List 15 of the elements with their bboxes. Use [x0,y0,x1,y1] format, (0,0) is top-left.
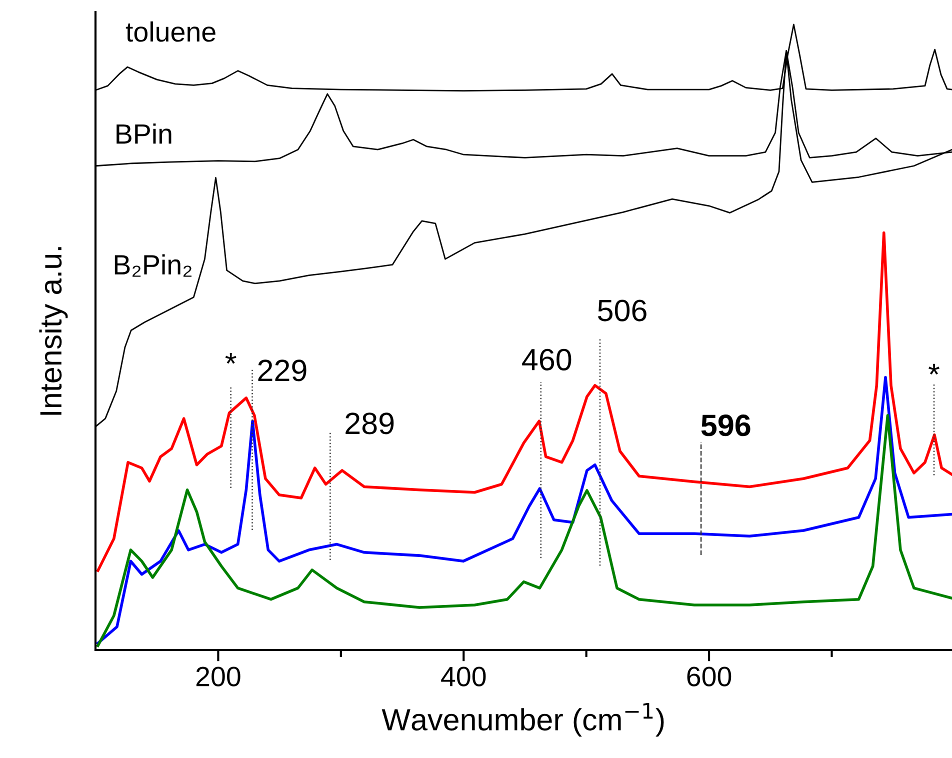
annotation: 460 [522,348,572,370]
x-tick-label: 400 [441,666,486,686]
annotation: 506 [598,300,646,322]
annotation: 596 [701,414,750,436]
annotation: * [225,352,236,364]
annotation: 289 [346,412,394,434]
series-label: toluene [126,21,216,42]
x-tick-label: 600 [687,666,732,686]
series-label: B₂Pin₂ [114,254,192,277]
y-axis-title: Intensity a.u. [39,247,68,415]
annotation: * [928,364,940,375]
annotation: 229 [258,360,306,382]
x-axis-title: Wavenumber (cm$^{−1}$) [382,702,664,737]
x-tick-label: 200 [196,666,240,686]
series-label: BPin [116,123,172,144]
